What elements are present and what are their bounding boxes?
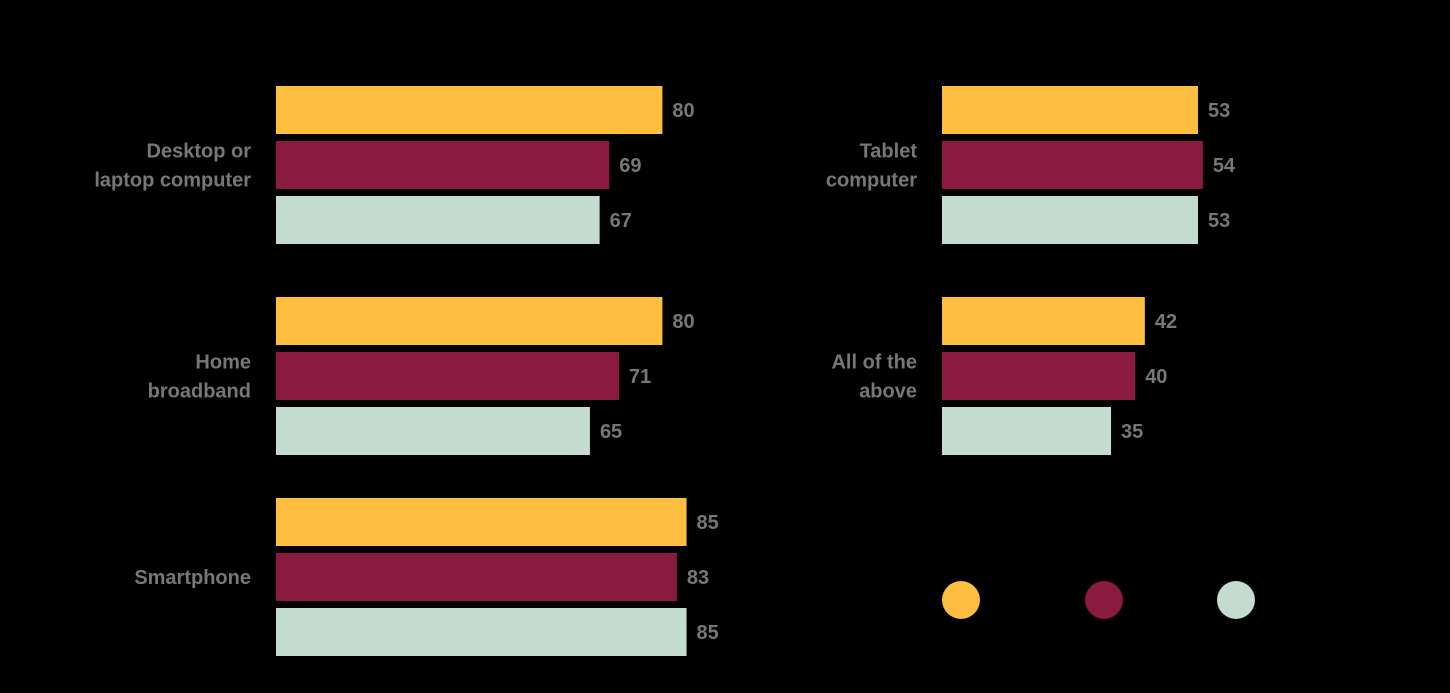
bar-group-4-series-2: [942, 352, 1136, 400]
category-label-line: Tablet: [860, 141, 918, 163]
data-label: 35: [1121, 421, 1143, 443]
bar-group-4-series-1: [942, 297, 1145, 345]
data-label: 80: [672, 100, 694, 122]
bar-group-1-series-3: [276, 407, 590, 455]
data-label: 80: [672, 311, 694, 333]
legend-swatch-series-3: [1217, 581, 1255, 619]
data-label: 42: [1155, 311, 1177, 333]
bar-group-0-series-3: [276, 196, 600, 244]
data-label: 83: [687, 567, 709, 589]
data-label: 53: [1208, 210, 1230, 232]
category-label-line: above: [859, 381, 917, 403]
category-label-line: laptop computer: [94, 170, 251, 192]
data-label: 54: [1213, 155, 1236, 177]
bar-group-1-series-1: [276, 297, 663, 345]
data-label: 40: [1145, 366, 1167, 388]
data-label: 85: [697, 622, 719, 644]
bar-group-3: 53 54 53 Tablet computer: [826, 86, 1236, 244]
bar-group-3-series-2: [942, 141, 1203, 189]
category-label: All of the above: [831, 352, 917, 403]
bar-group-4-series-3: [942, 407, 1112, 455]
bar-group-2: 85 83 85 Smartphone: [134, 498, 719, 656]
bar-group-1-series-2: [276, 352, 619, 400]
bar-group-1: 80 71 65 Home broadband: [148, 297, 695, 455]
bar-group-3-series-1: [942, 86, 1198, 134]
bar-group-4: 42 40 35 All of the above: [831, 297, 1177, 455]
category-label-line: Desktop or: [147, 141, 252, 163]
data-label: 69: [619, 155, 641, 177]
category-label: Smartphone: [134, 567, 251, 589]
data-label: 85: [697, 512, 719, 534]
bar-group-2-series-3: [276, 608, 687, 656]
category-label: Tablet computer: [826, 141, 917, 192]
legend: [942, 581, 1255, 619]
bar-group-3-series-3: [942, 196, 1198, 244]
bar-group-2-series-2: [276, 553, 677, 601]
category-label: Desktop or laptop computer: [94, 141, 251, 192]
data-label: 53: [1208, 100, 1230, 122]
legend-swatch-series-2: [1085, 581, 1123, 619]
category-label-line: broadband: [148, 381, 251, 403]
category-label-line: Home: [195, 352, 251, 374]
data-label: 71: [629, 366, 651, 388]
bar-group-0-series-2: [276, 141, 610, 189]
bar-group-0: 80 69 67 Desktop or laptop computer: [94, 86, 695, 244]
data-label: 67: [610, 210, 632, 232]
category-label: Home broadband: [148, 352, 251, 403]
category-label-line: computer: [826, 170, 917, 192]
category-label-line: Smartphone: [134, 567, 251, 589]
bar-group-2-series-1: [276, 498, 687, 546]
data-label: 65: [600, 421, 622, 443]
bar-group-0-series-1: [276, 86, 663, 134]
legend-swatch-series-1: [942, 581, 980, 619]
category-label-line: All of the: [831, 352, 917, 374]
